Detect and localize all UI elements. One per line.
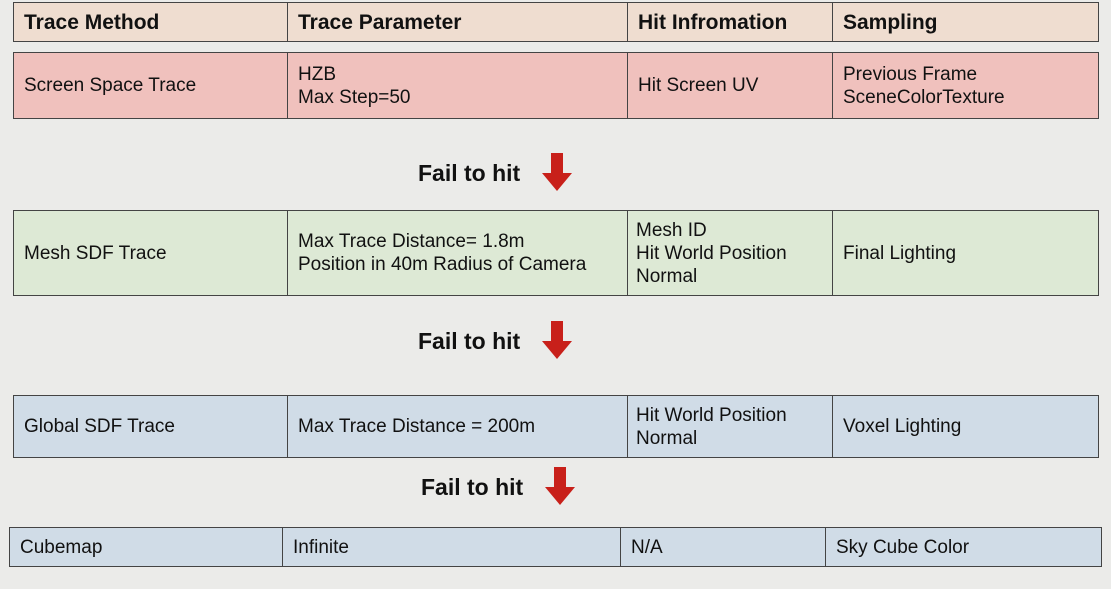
header-trace-parameter: Trace Parameter <box>288 3 628 41</box>
down-arrow-icon <box>545 467 576 507</box>
fail-to-hit-1: Fail to hit <box>418 153 573 193</box>
fail-label: Fail to hit <box>421 473 524 500</box>
cell-sampling: Final Lighting <box>843 242 957 264</box>
cell-method: Mesh SDF Trace <box>14 211 288 295</box>
cell-parameter: HZB Max Step=50 <box>288 53 628 118</box>
cell-parameter: Infinite <box>283 528 621 566</box>
row-cubemap: Cubemap Infinite N/A Sky Cube Color <box>9 527 1102 567</box>
cell-hit-info: Hit Screen UV <box>628 53 833 118</box>
cell-sampling: Sky Cube Color <box>836 536 970 558</box>
cell-method: Cubemap <box>10 528 283 566</box>
cell-method: Global SDF Trace <box>14 396 288 457</box>
down-arrow-icon <box>542 321 573 361</box>
cell-parameter: Max Trace Distance= 1.8m Position in 40m… <box>288 211 628 295</box>
down-arrow-icon <box>542 153 573 193</box>
header-sampling: Sampling <box>843 10 938 34</box>
cell-hit-info: Hit World Position Normal <box>628 396 833 457</box>
cell-parameter: Max Trace Distance = 200m <box>288 396 628 457</box>
header-hit-information: Hit Infromation <box>628 3 833 41</box>
cell-hit-info: N/A <box>621 528 826 566</box>
cell-sampling: Voxel Lighting <box>843 416 962 437</box>
cell-hit-info: Mesh ID Hit World Position Normal <box>628 211 833 295</box>
cell-method: Screen Space Trace <box>14 53 288 118</box>
fail-label: Fail to hit <box>418 327 521 354</box>
row-global-sdf-trace: Global SDF Trace Max Trace Distance = 20… <box>13 395 1099 458</box>
fail-to-hit-3: Fail to hit <box>421 467 576 507</box>
header-trace-method: Trace Method <box>14 3 288 41</box>
row-mesh-sdf-trace: Mesh SDF Trace Max Trace Distance= 1.8m … <box>13 210 1099 296</box>
row-screen-space-trace: Screen Space Trace HZB Max Step=50 Hit S… <box>13 52 1099 119</box>
table-header: Trace Method Trace Parameter Hit Infroma… <box>13 2 1099 42</box>
fail-to-hit-2: Fail to hit <box>418 321 573 361</box>
cell-sampling: Previous Frame SceneColorTexture <box>843 63 1005 108</box>
fail-label: Fail to hit <box>418 159 521 186</box>
